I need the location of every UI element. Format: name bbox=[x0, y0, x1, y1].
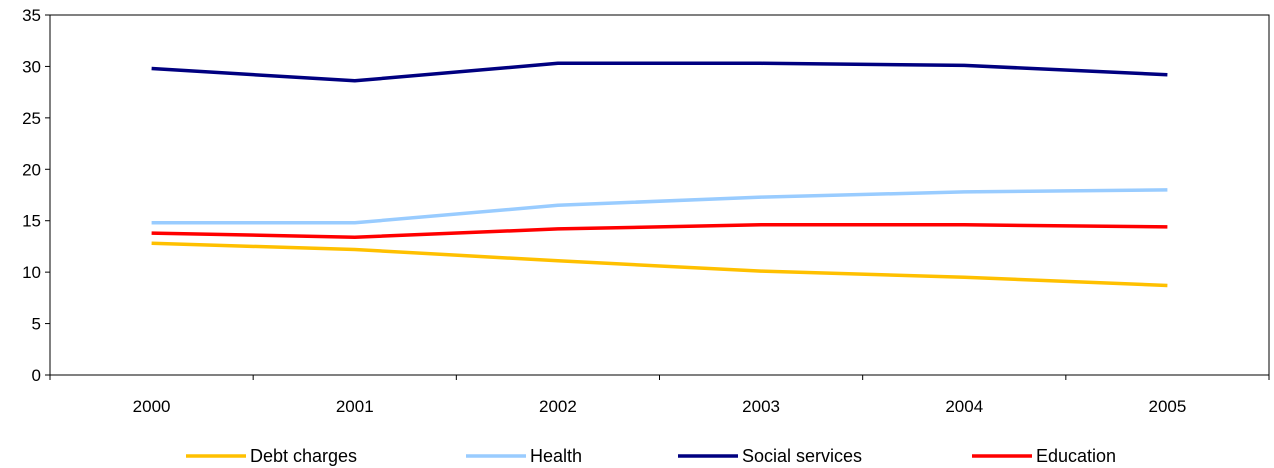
y-tick-label: 35 bbox=[22, 6, 41, 25]
y-tick-label: 30 bbox=[22, 57, 41, 76]
x-tick-label: 2005 bbox=[1149, 397, 1187, 416]
legend-label-education: Education bbox=[1036, 446, 1116, 466]
axes: 0 5 10 15 20 25 30 35 2000 2001 2002 2003 2004 2005 bbox=[22, 6, 1270, 416]
legend-label-social-services: Social services bbox=[742, 446, 862, 466]
x-tick-label: 2004 bbox=[945, 397, 983, 416]
y-tick-label: 10 bbox=[22, 263, 41, 282]
y-tick-label: 20 bbox=[22, 160, 41, 179]
plot-area-border bbox=[49, 14, 1270, 376]
series-line-debt-charges bbox=[151, 241, 1168, 288]
y-tick-label: 25 bbox=[22, 109, 41, 128]
series-line-social-services bbox=[151, 61, 1168, 83]
y-tick-label: 15 bbox=[22, 212, 41, 231]
series-lines bbox=[151, 61, 1168, 288]
x-tick-label: 2000 bbox=[133, 397, 171, 416]
series-line-health bbox=[151, 188, 1168, 225]
x-tick-label: 2003 bbox=[742, 397, 780, 416]
legend: Debt charges Health Social services Educati… bbox=[186, 446, 1116, 466]
legend-label-debt-charges: Debt charges bbox=[250, 446, 357, 466]
x-tick-label: 2001 bbox=[336, 397, 374, 416]
series-line-education bbox=[151, 223, 1168, 239]
y-tick-label: 5 bbox=[32, 315, 41, 334]
legend-label-health: Health bbox=[530, 446, 582, 466]
y-tick-label: 0 bbox=[32, 366, 41, 385]
x-tick-label: 2002 bbox=[539, 397, 577, 416]
